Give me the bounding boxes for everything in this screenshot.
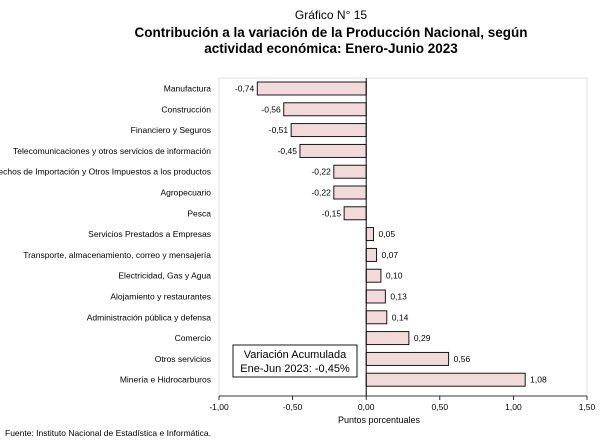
value-label: 0,13 [390, 292, 407, 302]
figure-number: Gráfico N° 15 [295, 8, 367, 22]
bar [256, 81, 367, 96]
bar [283, 102, 367, 117]
value-label: -0,22 [311, 167, 331, 177]
category-label: Transporte, almacenamiento, correo y men… [23, 250, 211, 260]
category-labels: Manufactura Construcción Financiero y Segu… [0, 84, 211, 385]
bar [365, 372, 526, 387]
bar [365, 227, 375, 242]
bar [343, 206, 367, 221]
value-label: -0,22 [311, 188, 331, 198]
bar [333, 164, 367, 179]
value-label: 0,29 [414, 333, 431, 343]
annotation-line2: Ene-Jun 2023: -0,45% [240, 363, 350, 375]
category-label: Manufactura [164, 84, 212, 94]
bar [365, 310, 388, 325]
category-label: Comercio [175, 333, 212, 343]
category-label: Derechos de Importación y Otros Impuesto… [0, 167, 211, 177]
bar [290, 123, 367, 138]
category-label: Electricidad, Gas y Agua [118, 271, 211, 281]
bar [333, 185, 367, 200]
value-label: -0,56 [261, 104, 281, 114]
bar [365, 289, 386, 304]
x-axis-ticks: -1,00 -0,50 0,00 0,50 1,00 1,50 [209, 396, 596, 412]
bar [365, 247, 377, 262]
category-label: Agropecuario [160, 188, 211, 198]
value-label: -0,74 [235, 84, 255, 94]
bar [299, 143, 367, 158]
x-tick-label: 0,00 [358, 402, 375, 412]
annotation-line1: Variación Acumulada [244, 349, 347, 361]
x-tick-label: 1,00 [505, 402, 522, 412]
value-labels: -0,74 -0,56 -0,51 -0,45 -0,22 -0,22 -0,15 0,05 0… [235, 84, 547, 385]
category-label: Administración pública y defensa [87, 312, 212, 322]
category-label: Pesca [187, 208, 211, 218]
bar [365, 331, 410, 346]
category-label: Construcción [161, 104, 211, 114]
value-label: 0,10 [386, 271, 403, 281]
x-tick-label: 0,50 [432, 402, 449, 412]
bar [365, 268, 382, 283]
value-label: 0,14 [392, 312, 409, 322]
chart-title-line1: Contribución a la variación de la Produc… [134, 25, 527, 40]
value-label: 1,08 [530, 375, 547, 385]
category-label: Financiero y Seguros [131, 125, 211, 135]
x-tick-label: -1,00 [209, 402, 229, 412]
bar [365, 351, 450, 366]
value-label: 0,05 [379, 229, 396, 239]
value-label: -0,51 [269, 125, 289, 135]
x-tick-label: -0,50 [283, 402, 303, 412]
category-label: Otros servicios [155, 354, 211, 364]
category-label: Servicios Prestados a Empresas [88, 229, 211, 239]
value-label: -0,15 [322, 208, 342, 218]
category-label: Minería e Hidrocarburos [120, 375, 211, 385]
category-label: Telecomunicaciones y otros servicios de … [13, 146, 211, 156]
x-tick-label: 1,50 [579, 402, 596, 412]
value-label: -0,45 [278, 146, 298, 156]
x-axis-label: Puntos porcentuales [338, 415, 421, 425]
source-note: Fuente: Instituto Nacional de Estadístic… [5, 428, 211, 438]
chart-title-line2: actividad económica: Enero-Junio 2023 [204, 41, 458, 56]
annotation-box [232, 344, 358, 378]
value-label: 0,56 [454, 354, 471, 364]
category-label: Alojamiento y restaurantes [110, 292, 211, 302]
value-label: 0,07 [382, 250, 399, 260]
